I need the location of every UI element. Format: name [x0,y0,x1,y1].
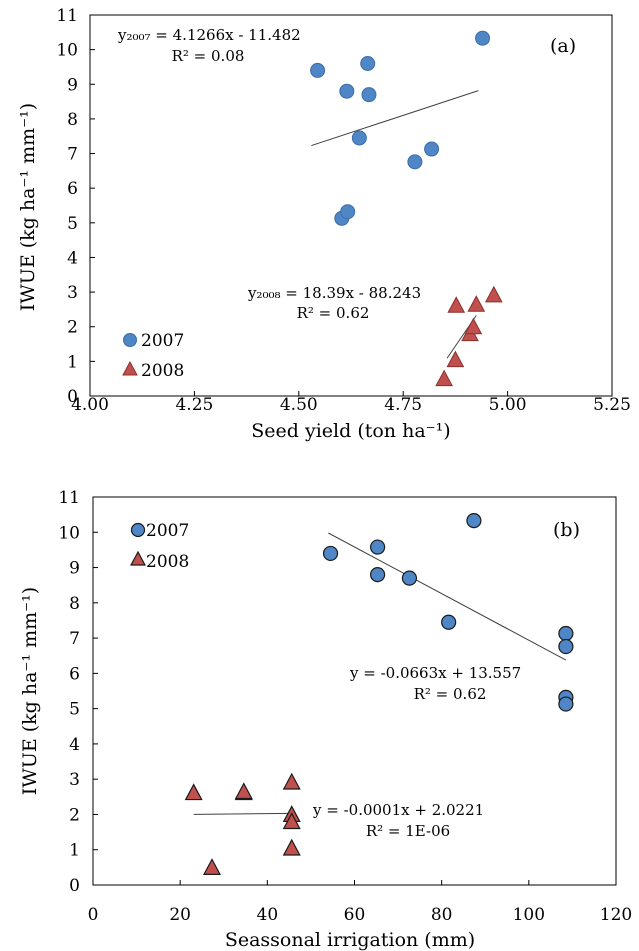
equation-2007-a-line1: y₂₀₀₇ = 4.1266x - 11.482 [117,26,301,44]
data-point-2008 [446,350,465,368]
r2-2007-b: R² = 0.62 [414,685,487,703]
y-tick-label: 9 [67,75,78,95]
data-point-2008 [484,285,503,303]
data-point-2007 [441,614,457,630]
equation-2007-a: y₂₀₀₇ = 4.1266x - 11.482 [117,26,301,44]
y-tick-label: 8 [69,594,80,614]
y-tick-label: 2 [67,318,78,338]
x-tick-label: 100 [513,905,545,925]
data-point-2008 [234,782,253,800]
y-tick-label: 1 [67,352,78,372]
data-point-2008 [202,858,221,875]
y-tick-label: 7 [69,629,80,649]
legend-marker-2008-a [122,360,138,376]
legend-marker-2007-b [130,522,146,538]
data-point-2007 [558,638,574,655]
y-tick-label: 0 [67,387,78,407]
data-point-2008 [447,296,466,313]
x-tick-label: 4.00 [71,395,109,415]
data-point-2007 [424,141,440,157]
panel-label-b: (b) [553,519,580,541]
data-point-2008 [467,295,486,312]
legend-marker-2007-a [123,333,137,347]
legend-label-2007-b: 2007 [146,521,189,541]
data-point-2007 [310,62,326,78]
y-axis-title-a: IWUE (kg ha⁻¹ mm⁻¹) [17,103,39,311]
y-tick-label: 3 [67,283,78,303]
data-point-2007 [339,83,355,99]
trendline-2008 [193,812,292,815]
data-point-2007 [475,30,491,46]
data-point-2007 [558,625,574,642]
y-tick-label: 3 [69,770,80,790]
x-tick-label: 4.75 [384,395,422,415]
x-tick-label: 40 [257,905,279,925]
x-tick-label: 20 [169,905,191,925]
legend-label-2008-a: 2008 [141,361,184,381]
x-tick-label: 60 [344,905,366,925]
data-point-2007 [351,130,367,146]
legend-b: 2007 2008 [129,521,189,572]
data-point-2008 [282,812,301,830]
y-tick-label: 0 [69,876,80,896]
data-point-2008 [435,369,453,387]
y-tick-label: 1 [69,841,80,861]
y-tick-label: 4 [69,735,80,755]
legend-marker-2008-b [129,550,147,566]
r2-2007-a: R² = 0.08 [172,47,245,65]
y-tick-label: 4 [67,248,78,268]
data-point-2008 [282,838,301,856]
equation-2008-b: y = -0.0001x + 2.0221 [312,801,484,819]
legend-label-2008-b: 2008 [146,552,189,572]
data-point-2007 [369,539,386,555]
data-point-2007 [558,696,574,712]
data-point-2008 [464,317,483,335]
x-tick-label: 5.25 [593,395,631,415]
x-axis-title-a: Seed yield (ton ha⁻¹) [251,420,450,442]
panel-label-a: (a) [550,35,576,57]
y-tick-label: 10 [58,523,80,543]
chart-panel-b: 0 1 2 3 4 5 6 7 8 9 10 11 0 20 40 60 80 100 120 (b) y = -… [19,488,632,951]
y-tick-label: 10 [56,41,78,61]
r2-2008-a: R² = 0.62 [297,304,370,322]
y-tick-label: 8 [67,110,78,130]
x-tick-label: 120 [600,905,632,925]
legend-a: 2007 2008 [122,331,184,381]
data-point-2008 [282,772,301,790]
y-tick-label: 6 [67,179,78,199]
data-point-2007 [340,204,356,220]
x-tick-label: 4.25 [175,395,213,415]
data-point-2008 [184,783,203,801]
x-tick-label: 4.50 [280,395,318,415]
trendline-2007 [311,90,479,147]
y-tick-label: 11 [56,6,78,26]
data-point-2007 [360,55,376,71]
equation-2007-b: y = -0.0663x + 13.557 [349,664,521,682]
data-point-2007 [466,513,482,529]
plot-frame-a [89,14,613,397]
y-tick-label: 5 [69,700,80,720]
data-point-2007 [401,570,418,586]
y-tick-label: 6 [69,664,80,684]
equation-2008-a: y₂₀₀₈ = 18.39x - 88.243 [247,284,421,302]
data-point-2007 [361,87,377,103]
data-point-2007 [407,154,423,170]
y-tick-label: 11 [58,488,80,508]
y-tick-label: 7 [67,145,78,165]
x-tick-label: 5.00 [489,395,527,415]
r2-2008-b: R² = 1E-06 [366,822,450,840]
y-tick-label: 2 [69,805,80,825]
x-tick-label: 0 [88,905,99,925]
legend-label-2007-a: 2007 [141,331,184,351]
x-axis-title-b: Seassonal irrigation (mm) [225,929,475,951]
x-tick-label: 80 [431,905,453,925]
y-tick-label: 5 [67,214,78,234]
y-tick-label: 9 [69,559,80,579]
trendline-2007 [328,532,567,661]
y-axis-title-b: IWUE (kg ha⁻¹ mm⁻¹) [19,587,41,795]
data-point-2007 [322,545,339,562]
data-point-2007 [369,566,386,583]
